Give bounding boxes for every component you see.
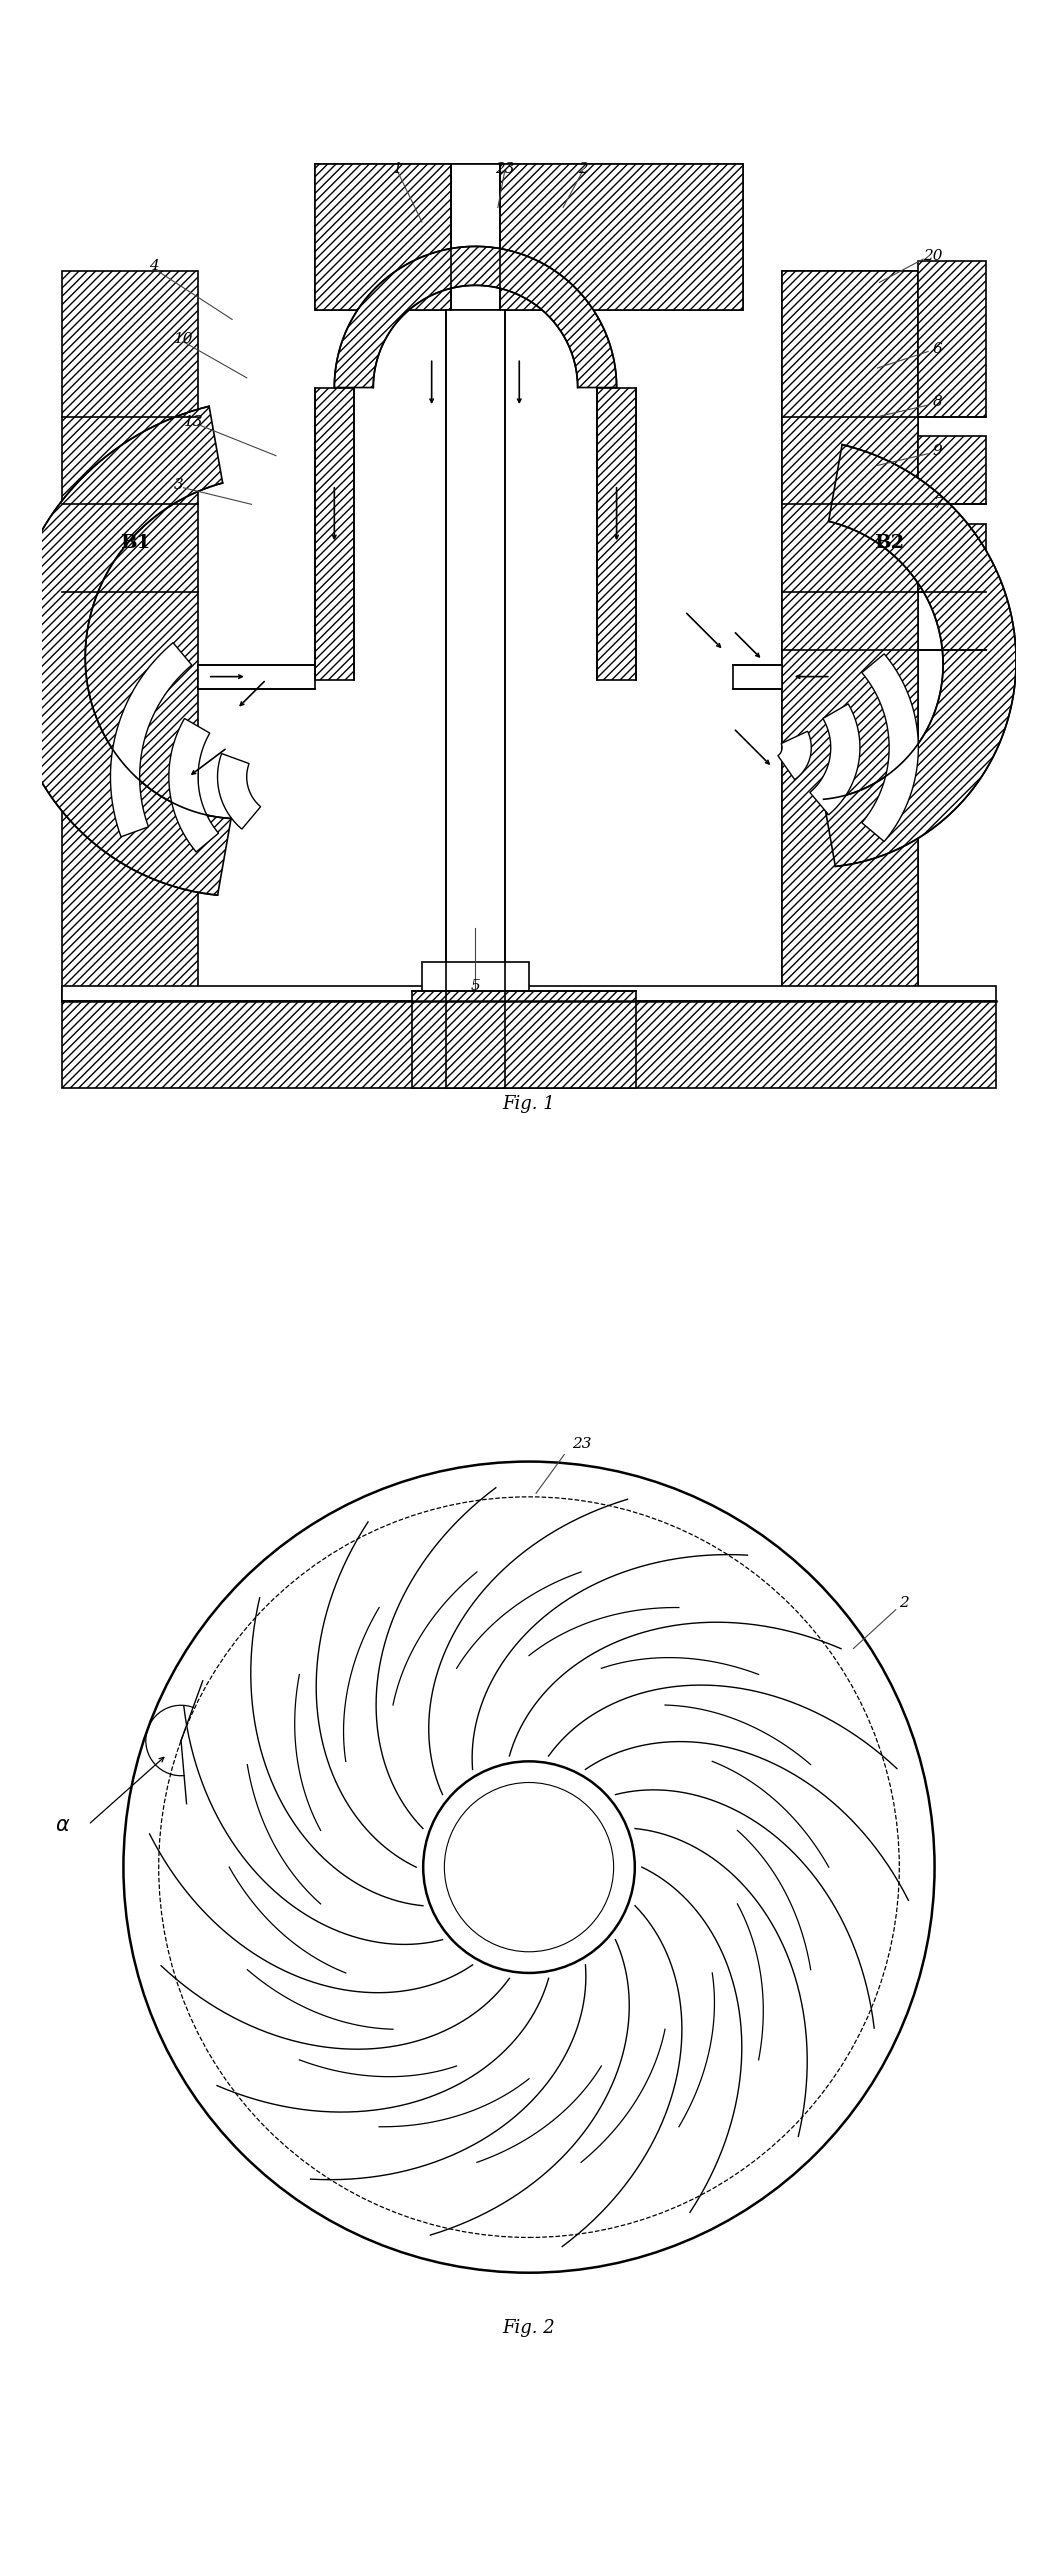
Text: 4: 4 <box>149 260 159 273</box>
Text: 9: 9 <box>933 444 943 459</box>
Text: Fig. 2: Fig. 2 <box>503 2320 555 2337</box>
Polygon shape <box>862 655 918 841</box>
FancyBboxPatch shape <box>733 665 782 688</box>
FancyBboxPatch shape <box>918 523 986 591</box>
Polygon shape <box>315 387 353 681</box>
Text: 20: 20 <box>924 250 943 263</box>
Polygon shape <box>823 444 1016 867</box>
Polygon shape <box>218 755 260 828</box>
Polygon shape <box>809 704 860 816</box>
Polygon shape <box>334 247 617 387</box>
FancyBboxPatch shape <box>383 212 451 260</box>
Text: 1: 1 <box>393 161 402 176</box>
FancyBboxPatch shape <box>413 992 636 1088</box>
Text: 5: 5 <box>471 979 480 994</box>
Polygon shape <box>597 387 636 681</box>
FancyBboxPatch shape <box>446 308 505 1088</box>
Polygon shape <box>7 405 231 895</box>
FancyBboxPatch shape <box>782 270 918 1002</box>
FancyBboxPatch shape <box>61 1002 997 1088</box>
Text: B1: B1 <box>120 535 150 553</box>
FancyBboxPatch shape <box>782 270 918 1002</box>
Text: Fig. 1: Fig. 1 <box>503 1094 555 1114</box>
Polygon shape <box>778 732 811 780</box>
FancyBboxPatch shape <box>451 163 499 308</box>
Polygon shape <box>169 719 219 851</box>
FancyBboxPatch shape <box>198 665 315 688</box>
Text: 23: 23 <box>572 1438 591 1450</box>
Text: 23: 23 <box>495 161 514 176</box>
FancyBboxPatch shape <box>918 260 986 415</box>
FancyBboxPatch shape <box>61 986 997 1002</box>
Text: 10: 10 <box>174 331 194 347</box>
Text: 7: 7 <box>933 497 943 512</box>
Text: 13: 13 <box>183 415 203 428</box>
Text: 3: 3 <box>174 477 183 492</box>
Polygon shape <box>315 163 451 308</box>
Polygon shape <box>499 163 743 308</box>
FancyBboxPatch shape <box>61 270 198 1002</box>
Text: 8: 8 <box>933 395 943 410</box>
Text: $\alpha$: $\alpha$ <box>55 1815 71 1835</box>
Text: 2: 2 <box>578 161 587 176</box>
Text: 6: 6 <box>933 342 943 357</box>
Text: 2: 2 <box>899 1596 909 1608</box>
FancyBboxPatch shape <box>422 961 529 1002</box>
Text: B2: B2 <box>874 535 905 553</box>
FancyBboxPatch shape <box>315 163 743 308</box>
FancyBboxPatch shape <box>918 436 986 505</box>
Polygon shape <box>110 642 191 836</box>
